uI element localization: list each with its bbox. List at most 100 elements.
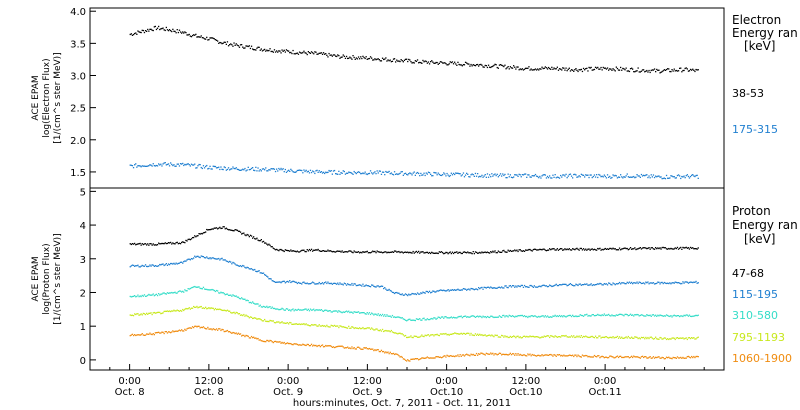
data-point	[288, 281, 290, 283]
data-point	[609, 68, 611, 70]
data-point	[516, 174, 518, 176]
data-point	[461, 252, 463, 255]
data-point	[679, 315, 681, 318]
data-point	[430, 334, 432, 336]
data-point	[695, 314, 697, 316]
data-point	[626, 314, 628, 316]
data-point	[312, 324, 314, 326]
data-point	[606, 67, 609, 69]
data-point	[295, 52, 297, 55]
data-point	[329, 282, 331, 285]
data-point	[608, 69, 610, 71]
data-point	[196, 167, 198, 169]
data-point	[664, 178, 667, 180]
data-point	[480, 176, 482, 178]
data-point	[553, 354, 555, 356]
data-point	[342, 326, 344, 328]
data-point	[345, 347, 348, 349]
data-point	[141, 243, 143, 245]
data-point	[427, 61, 430, 63]
data-point	[205, 306, 207, 308]
data-point	[430, 61, 432, 63]
data-point	[222, 292, 224, 294]
data-point	[215, 39, 218, 41]
data-point	[462, 64, 465, 66]
data-point	[298, 323, 301, 325]
data-point	[452, 289, 455, 291]
data-point	[135, 163, 137, 165]
data-point	[231, 229, 233, 231]
data-point	[579, 356, 581, 358]
data-point	[271, 341, 273, 343]
data-point	[378, 170, 380, 172]
data-point	[618, 336, 621, 338]
data-point	[528, 336, 530, 338]
data-point	[340, 325, 342, 327]
data-point	[259, 272, 261, 274]
data-point	[432, 290, 434, 292]
data-point	[423, 292, 425, 294]
data-point	[236, 333, 238, 335]
data-point	[335, 325, 337, 327]
legend-title-line: Proton	[732, 204, 771, 218]
data-point	[368, 57, 371, 60]
data-point	[520, 337, 522, 339]
data-point	[365, 313, 367, 315]
data-point	[164, 331, 166, 333]
data-point	[324, 325, 326, 327]
data-point	[659, 176, 661, 178]
data-point	[209, 289, 211, 291]
data-point	[656, 315, 658, 317]
data-point	[537, 175, 539, 178]
data-point	[375, 349, 377, 352]
data-point	[636, 70, 638, 72]
data-point	[615, 314, 617, 316]
data-point	[348, 347, 350, 349]
data-point	[480, 334, 482, 336]
data-point	[408, 318, 410, 321]
data-point	[495, 316, 497, 318]
data-point	[352, 312, 354, 314]
data-point	[237, 296, 240, 298]
data-point	[343, 326, 345, 328]
data-point	[139, 242, 141, 245]
data-point	[395, 316, 397, 319]
data-point	[510, 336, 513, 338]
data-point	[196, 255, 198, 258]
data-point	[295, 251, 297, 253]
data-point	[167, 292, 170, 294]
data-point	[515, 337, 517, 339]
data-point	[132, 264, 135, 267]
data-point	[461, 333, 463, 335]
data-point	[510, 67, 513, 69]
data-point	[556, 315, 558, 317]
data-point	[529, 353, 531, 355]
data-point	[223, 330, 225, 333]
data-point	[162, 312, 164, 314]
data-point	[641, 175, 644, 177]
data-point	[561, 315, 563, 317]
data-point	[544, 354, 546, 356]
data-point	[450, 333, 452, 335]
data-point	[160, 163, 162, 165]
data-point	[410, 335, 412, 337]
data-point	[171, 163, 173, 166]
data-point	[182, 308, 184, 311]
data-point	[354, 251, 356, 253]
data-point	[212, 328, 214, 330]
data-point	[578, 283, 580, 285]
data-point	[643, 315, 645, 317]
data-point	[622, 177, 624, 179]
data-point	[575, 68, 577, 70]
data-point	[312, 281, 314, 283]
data-point	[160, 313, 162, 315]
data-point	[338, 345, 340, 347]
data-point	[481, 316, 483, 319]
data-point	[423, 252, 425, 254]
data-point	[543, 284, 545, 286]
data-point	[553, 336, 555, 338]
data-point	[313, 324, 315, 326]
data-point	[687, 70, 690, 72]
data-point	[153, 26, 155, 28]
data-point	[577, 284, 579, 287]
